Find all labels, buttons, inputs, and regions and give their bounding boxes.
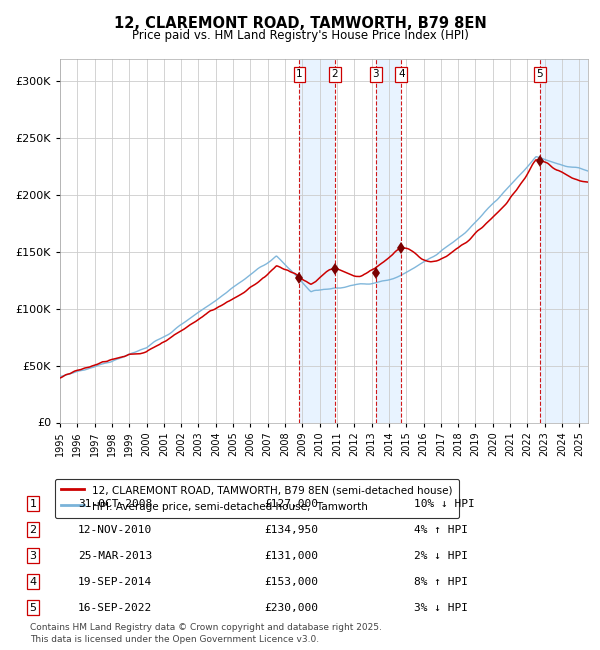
Bar [299, 58, 335, 423]
Text: This data is licensed under the Open Government Licence v3.0.: This data is licensed under the Open Gov… [30, 634, 319, 644]
Text: Contains HM Land Registry data © Crown copyright and database right 2025.: Contains HM Land Registry data © Crown c… [30, 623, 382, 632]
Text: 2: 2 [29, 525, 37, 535]
Text: 10% ↓ HPI: 10% ↓ HPI [414, 499, 475, 509]
Text: £127,000: £127,000 [264, 499, 318, 509]
Text: 8% ↑ HPI: 8% ↑ HPI [414, 577, 468, 587]
Text: 1: 1 [29, 499, 37, 509]
Text: 12-NOV-2010: 12-NOV-2010 [78, 525, 152, 535]
Text: £134,950: £134,950 [264, 525, 318, 535]
Bar [376, 58, 401, 423]
Text: 19-SEP-2014: 19-SEP-2014 [78, 577, 152, 587]
Text: 3% ↓ HPI: 3% ↓ HPI [414, 603, 468, 613]
Text: 12, CLAREMONT ROAD, TAMWORTH, B79 8EN: 12, CLAREMONT ROAD, TAMWORTH, B79 8EN [113, 16, 487, 31]
Text: Price paid vs. HM Land Registry's House Price Index (HPI): Price paid vs. HM Land Registry's House … [131, 29, 469, 42]
Text: £230,000: £230,000 [264, 603, 318, 613]
Legend: 12, CLAREMONT ROAD, TAMWORTH, B79 8EN (semi-detached house), HPI: Average price,: 12, CLAREMONT ROAD, TAMWORTH, B79 8EN (s… [55, 478, 459, 518]
Text: 4% ↑ HPI: 4% ↑ HPI [414, 525, 468, 535]
Text: 25-MAR-2013: 25-MAR-2013 [78, 551, 152, 561]
Text: 5: 5 [536, 70, 543, 79]
Text: 31-OCT-2008: 31-OCT-2008 [78, 499, 152, 509]
Text: £131,000: £131,000 [264, 551, 318, 561]
Text: 4: 4 [398, 70, 404, 79]
Text: 2% ↓ HPI: 2% ↓ HPI [414, 551, 468, 561]
Text: £153,000: £153,000 [264, 577, 318, 587]
Text: 3: 3 [372, 70, 379, 79]
Text: 5: 5 [29, 603, 37, 613]
Text: 1: 1 [296, 70, 303, 79]
Text: 2: 2 [331, 70, 338, 79]
Text: 16-SEP-2022: 16-SEP-2022 [78, 603, 152, 613]
Text: 3: 3 [29, 551, 37, 561]
Text: 4: 4 [29, 577, 37, 587]
Bar [540, 58, 588, 423]
